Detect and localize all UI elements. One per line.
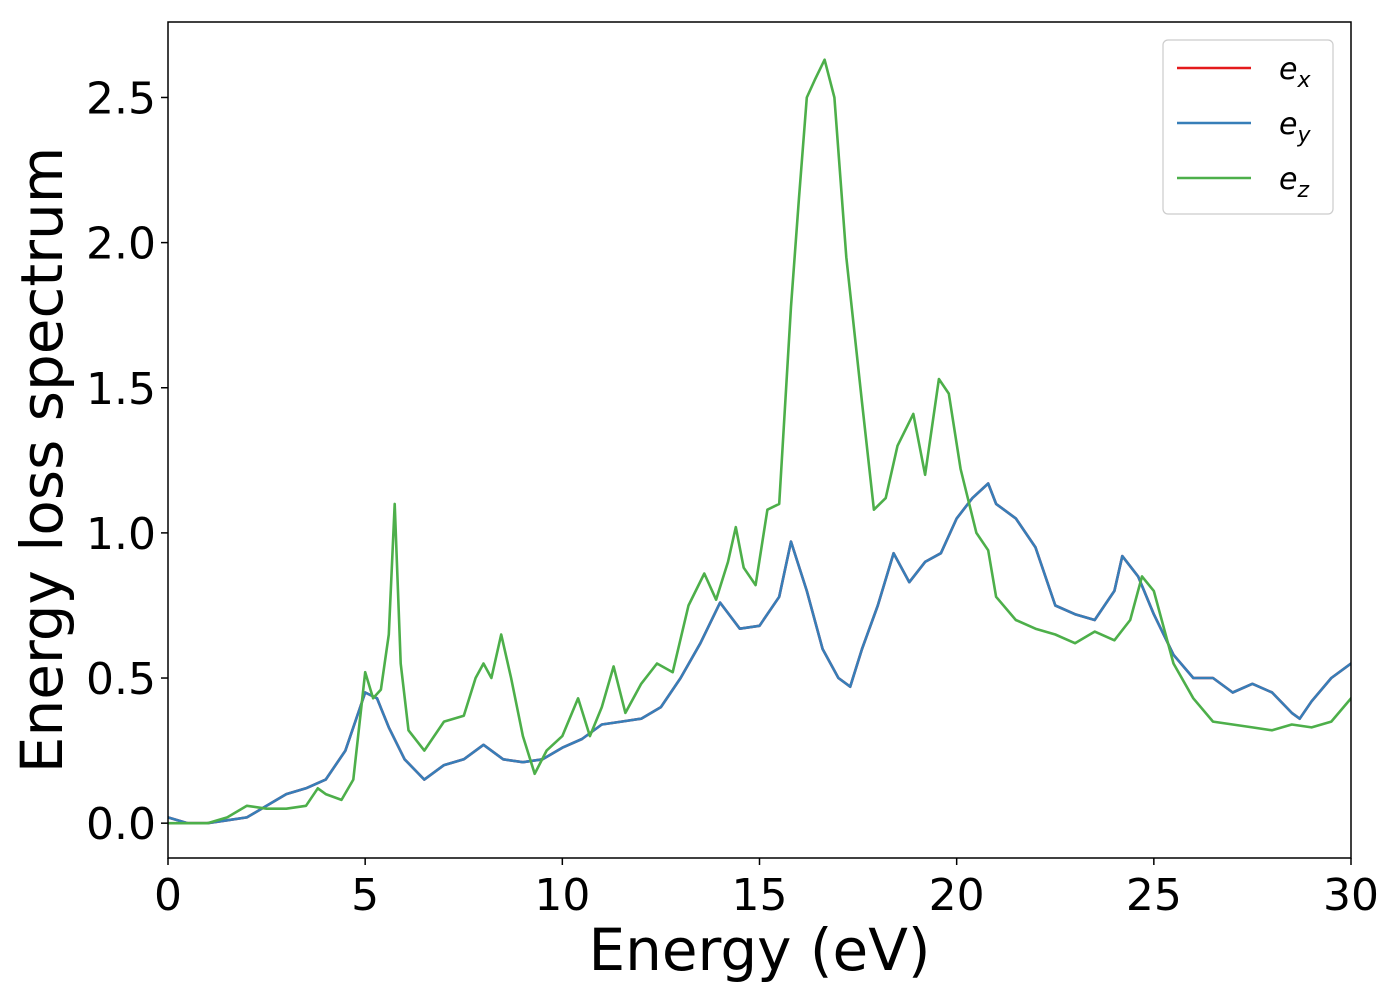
- x-tick-label: 15: [732, 870, 788, 921]
- series-line-y: [168, 482, 1351, 825]
- legend: ex ey ez: [1162, 39, 1334, 215]
- y-tick-label: 1.5: [86, 364, 156, 415]
- x-axis: 0 5 10 15 20 25 30: [154, 858, 1379, 921]
- legend-label-x: ex: [1279, 52, 1311, 93]
- y-tick-label: 2.5: [86, 73, 156, 124]
- y-axis: 0.0 0.5 1.0 1.5 2.0 2.5: [86, 73, 168, 850]
- x-tick-label: 0: [154, 870, 182, 921]
- x-tick-label: 25: [1126, 870, 1182, 921]
- y-axis-title: Energy loss spectrum: [8, 147, 76, 773]
- x-tick-label: 30: [1323, 870, 1379, 921]
- legend-box: [1162, 39, 1334, 215]
- series-line-z: [168, 58, 1351, 825]
- legend-label-y: ey: [1279, 107, 1311, 148]
- y-tick-label: 0.0: [86, 799, 156, 850]
- y-tick-label: 1.0: [86, 509, 156, 560]
- y-tick-label: 2.0: [86, 219, 156, 270]
- legend-label-z: ez: [1279, 162, 1309, 203]
- x-tick-label: 20: [929, 870, 985, 921]
- x-tick-label: 5: [351, 870, 379, 921]
- x-axis-title: Energy (eV): [588, 916, 930, 984]
- y-tick-label: 0.5: [86, 654, 156, 705]
- x-tick-label: 10: [534, 870, 590, 921]
- series-layer: [168, 58, 1351, 825]
